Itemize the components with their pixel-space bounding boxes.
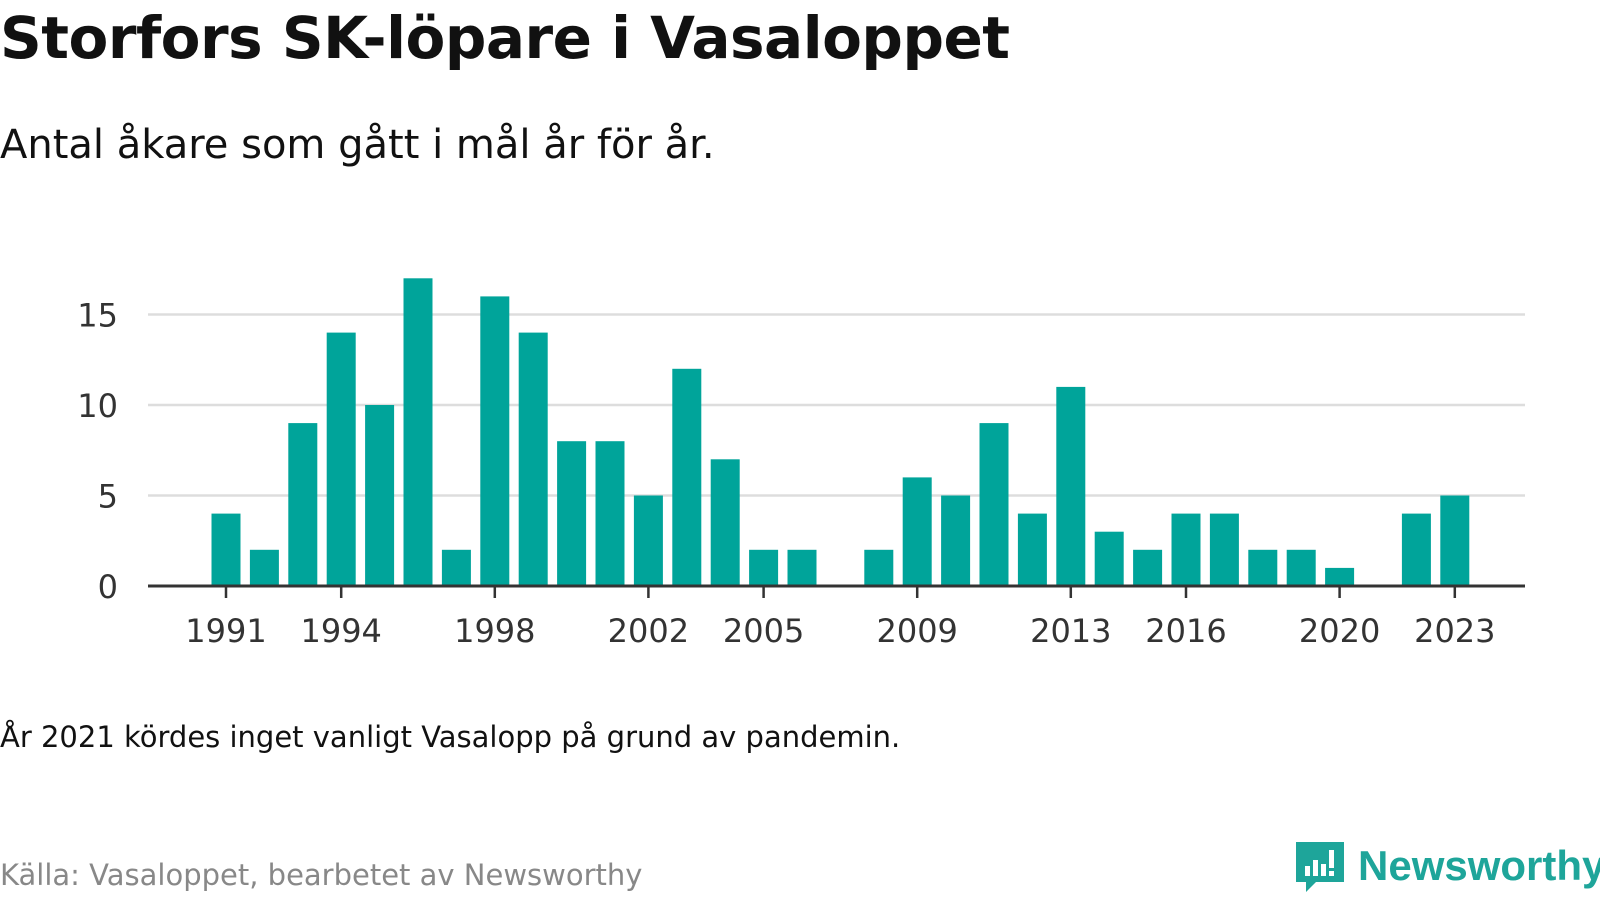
bar-2003 — [672, 368, 702, 586]
bar-2005 — [749, 549, 779, 586]
bar-2010 — [941, 495, 971, 586]
bar-2009 — [902, 477, 932, 586]
newsworthy-logo[interactable]: Newsworthy — [1292, 838, 1600, 894]
bar-1997 — [441, 549, 471, 586]
bar-2018 — [1248, 549, 1278, 586]
newsworthy-logo-icon — [1296, 842, 1344, 892]
x-tick-label: 2023 — [1414, 612, 1495, 650]
source-text: Källa: Vasaloppet, bearbetet av Newswort… — [0, 858, 643, 892]
footnote: År 2021 kördes inget vanligt Vasalopp på… — [0, 720, 901, 754]
axes: 0 5 10 15 1991 1994 1998 2002 2005 2009 2013 2016 20… — [77, 297, 1525, 650]
bar-1996 — [403, 278, 433, 586]
bar-2002 — [633, 495, 663, 586]
x-tick-label: 1991 — [185, 612, 266, 650]
bar-1999 — [518, 332, 548, 586]
bar-1991 — [211, 513, 241, 586]
bar-1994 — [326, 332, 356, 586]
chart-title: Storfors SK-löpare i Vasaloppet — [0, 4, 1010, 72]
bar-2004 — [710, 459, 740, 586]
bar-2017 — [1209, 513, 1239, 586]
y-tick-label: 5 — [98, 478, 118, 516]
bar-2000 — [557, 441, 587, 586]
y-tick-label: 15 — [77, 297, 118, 335]
bars — [211, 278, 1470, 586]
bar-2011 — [979, 423, 1009, 586]
x-tick-label: 1998 — [454, 612, 535, 650]
bar-1992 — [249, 549, 279, 586]
bar-2014 — [1094, 531, 1124, 586]
bar-2022 — [1401, 513, 1431, 586]
bar-2012 — [1017, 513, 1047, 586]
bar-2016 — [1171, 513, 1201, 586]
x-tick-label: 2005 — [723, 612, 804, 650]
bar-2013 — [1056, 386, 1086, 586]
bar-1998 — [480, 296, 510, 586]
bar-1995 — [365, 405, 395, 586]
bar-1993 — [288, 423, 318, 586]
x-tick-label: 1994 — [300, 612, 381, 650]
bar-chart: 0 5 10 15 1991 1994 1998 2002 2005 2009 2013 2016 20… — [77, 278, 1525, 650]
bar-2019 — [1286, 549, 1316, 586]
x-tick-label: 2009 — [876, 612, 957, 650]
bar-2023 — [1440, 495, 1470, 586]
bar-2001 — [595, 441, 625, 586]
bar-2008 — [864, 549, 894, 586]
newsworthy-logo-text: Newsworthy — [1358, 842, 1600, 889]
y-tick-label: 0 — [98, 568, 118, 606]
x-tick-label: 2013 — [1030, 612, 1111, 650]
y-tick-label: 10 — [77, 387, 118, 425]
x-tick-label: 2002 — [608, 612, 689, 650]
x-tick-label: 2016 — [1145, 612, 1226, 650]
chart-subtitle: Antal åkare som gått i mål år för år. — [0, 122, 715, 168]
bar-2020 — [1325, 567, 1355, 586]
bar-2015 — [1133, 549, 1163, 586]
bar-2006 — [787, 549, 817, 586]
x-tick-label: 2020 — [1299, 612, 1380, 650]
